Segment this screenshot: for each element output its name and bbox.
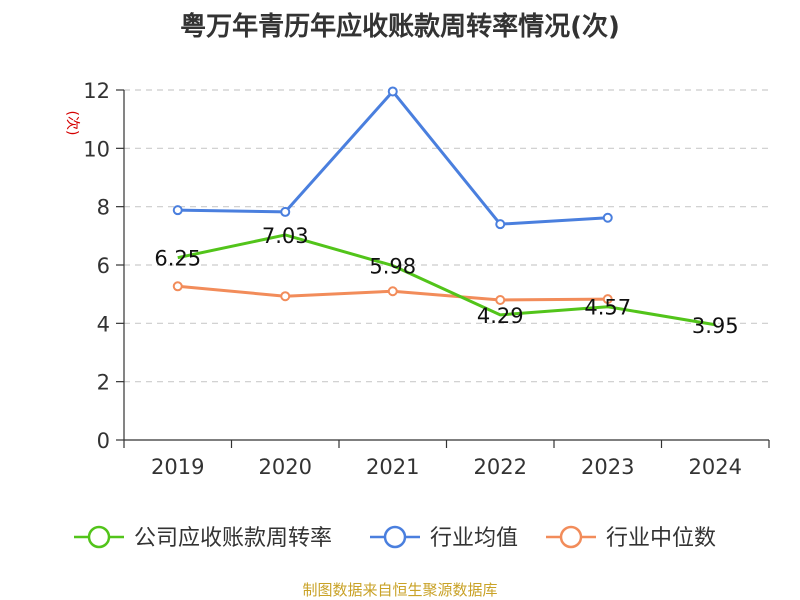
- y-tick-label: 6: [97, 254, 110, 278]
- data-point: [172, 205, 183, 216]
- y-tick-label: 10: [83, 137, 110, 161]
- data-point: [602, 294, 613, 305]
- x-tick-label: 2023: [581, 455, 634, 479]
- gridlines: [124, 89, 769, 383]
- series-layer: [172, 86, 716, 327]
- data-point: [172, 281, 183, 292]
- y-tick-label: 2: [97, 371, 110, 395]
- y-tick-label: 4: [97, 312, 110, 336]
- x-tick-label: 2020: [259, 455, 312, 479]
- data-label: 5.98: [369, 255, 416, 279]
- x-tick-label: 2022: [474, 455, 527, 479]
- data-point: [495, 219, 506, 230]
- y-tick-label: 12: [83, 79, 110, 103]
- data-point: [495, 295, 506, 305]
- data-point: [280, 206, 291, 217]
- x-tick-label: 2024: [689, 455, 742, 479]
- data-labels: 6.25 7.03 5.98 4.29 4.57 3.95: [154, 224, 738, 338]
- legend-marker: [383, 525, 407, 549]
- source-note: 制图数据来自恒生聚源数据库: [302, 581, 497, 599]
- y-tick-label: 8: [97, 196, 110, 220]
- data-point: [387, 86, 398, 97]
- legend-marker: [559, 525, 583, 549]
- data-point: [280, 291, 291, 302]
- legend-label: 行业均值: [430, 526, 518, 551]
- data-label: 7.03: [262, 224, 309, 248]
- y-tick-label: 0: [97, 429, 110, 453]
- legend-label: 公司应收账款周转率: [134, 526, 332, 551]
- data-label: 3.95: [692, 314, 739, 338]
- x-tick-label: 2019: [151, 455, 204, 479]
- data-point: [602, 212, 613, 223]
- data-label: 6.25: [154, 247, 201, 271]
- series-line: [177, 89, 608, 226]
- legend: 公司应收账款周转率 行业均值 行业中位数: [74, 525, 716, 551]
- y-axis-unit-label: (次): [64, 111, 80, 136]
- legend-label: 行业中位数: [606, 526, 716, 551]
- axes: 0 2 4 6 8 10 12 2019 2020 2021 2022 2023 2024: [83, 79, 770, 479]
- legend-marker: [87, 525, 111, 549]
- data-label: 4.57: [584, 296, 631, 320]
- series-line: [177, 233, 716, 327]
- x-tick-label: 2021: [366, 455, 419, 479]
- data-label: 4.29: [477, 304, 524, 328]
- chart-title: 粤万年青历年应收账款周转率情况(次): [180, 11, 620, 42]
- data-point: [387, 286, 398, 297]
